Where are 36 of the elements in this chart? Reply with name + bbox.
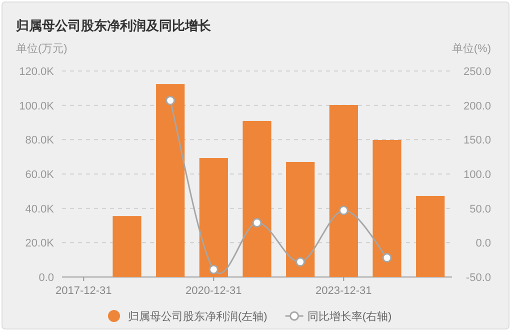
bar: [199, 158, 228, 277]
bar: [329, 104, 358, 277]
y-tick-label: 60.0K: [25, 169, 55, 181]
y-tick-label: 0.0: [38, 272, 54, 284]
y2-tick-label: 200.0: [463, 100, 491, 112]
y-axis-title: 单位(万元): [16, 42, 68, 55]
y-tick-label: 40.0K: [25, 203, 55, 216]
y2-tick-label: 0.0: [476, 238, 491, 250]
y2-tick-label: 100.0: [463, 169, 491, 181]
bar: [112, 216, 142, 277]
chart-title: 归属母公司股东净利润及同比增长: [15, 18, 212, 33]
legend-label: 同比增长率(右轴): [307, 310, 392, 323]
point: [252, 218, 262, 228]
y-tick-label: 100.0K: [19, 100, 55, 112]
y2-axis-title: 单位(%): [452, 42, 491, 55]
x-tick-label: 2020-12-31: [186, 285, 242, 297]
y-tick-label: 20.0K: [25, 238, 55, 250]
x-tick-label: 2017-12-31: [56, 285, 112, 297]
y2-tick-label: 150.0: [463, 134, 491, 147]
y2-tick-label: 50.0: [470, 203, 491, 216]
point: [208, 264, 218, 274]
bar: [372, 140, 402, 277]
bar: [286, 162, 315, 277]
x-tick-label: 2023-12-31: [316, 285, 372, 297]
point: [382, 253, 392, 263]
bar: [156, 84, 185, 277]
legend-label: 归属母公司股东净利润(左轴): [128, 310, 268, 323]
y2-tick-label: 250.0: [463, 66, 491, 78]
bar: [416, 196, 445, 277]
bar: [242, 120, 272, 277]
point: [166, 96, 176, 106]
y-tick-label: 120.0K: [19, 66, 55, 78]
point: [338, 206, 348, 216]
y2-tick-label: -50.0: [466, 272, 491, 284]
y-tick-label: 80.0K: [25, 134, 55, 147]
point: [296, 257, 306, 267]
